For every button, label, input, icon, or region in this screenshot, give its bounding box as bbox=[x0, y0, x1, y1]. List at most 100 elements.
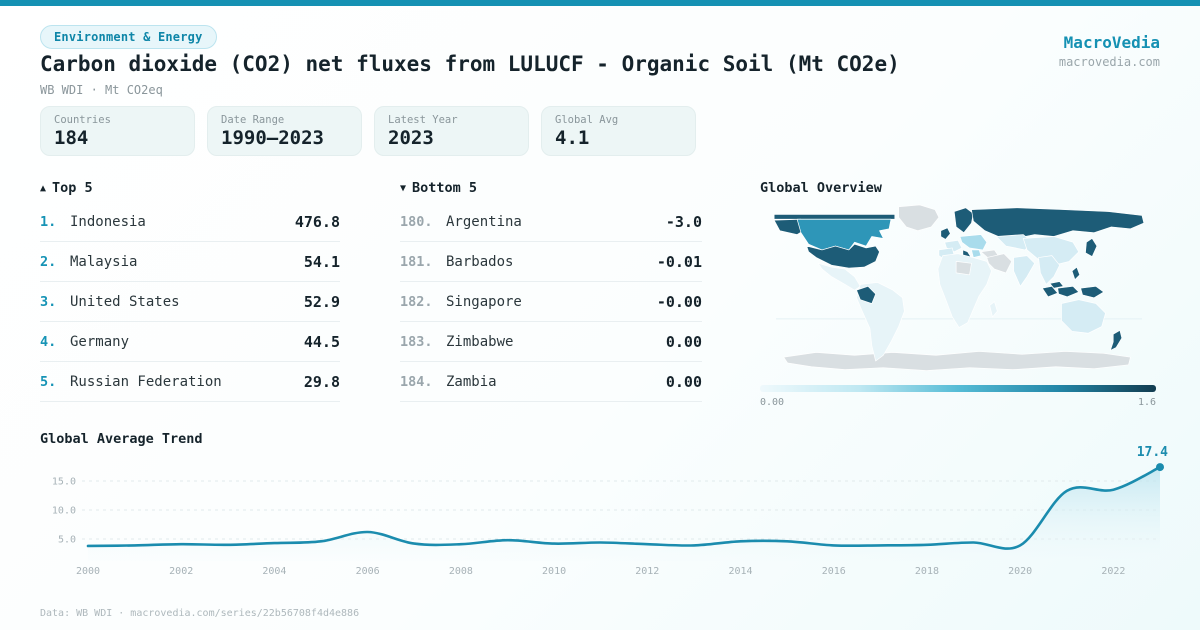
stat-card-global-avg: Global Avg 4.1 bbox=[541, 106, 696, 156]
rank-number: 182. bbox=[400, 293, 433, 310]
map-region-eastern-europe bbox=[959, 234, 988, 251]
stat-value: 1990—2023 bbox=[221, 127, 324, 149]
country-value: -3.0 bbox=[665, 212, 702, 231]
country-name: Indonesia bbox=[70, 213, 146, 230]
list-item: 180. Argentina -3.0 bbox=[400, 202, 702, 242]
triangle-down-icon: ▼ bbox=[400, 183, 407, 194]
country-name: Germany bbox=[70, 333, 130, 350]
svg-text:2002: 2002 bbox=[169, 566, 193, 577]
map-region-antarctica bbox=[783, 351, 1131, 371]
trend-line-chart: 5.0 10.0 15.0 2000 2002 2004 2006 2008 2010 2012 2… bbox=[52, 446, 1168, 577]
map-region-middle-east bbox=[986, 253, 1013, 274]
rank-number: 1. bbox=[40, 213, 57, 230]
list-item: 4. Germany 44.5 bbox=[40, 322, 340, 362]
country-value: 52.9 bbox=[303, 292, 340, 311]
map-region-japan bbox=[1085, 238, 1098, 257]
svg-text:2020: 2020 bbox=[1008, 566, 1032, 577]
country-name: Singapore bbox=[446, 293, 522, 310]
country-name: Zimbabwe bbox=[446, 333, 514, 350]
map-region-mexico bbox=[817, 262, 861, 291]
map-region-indonesia-east bbox=[1057, 285, 1080, 298]
svg-text:15.0: 15.0 bbox=[52, 477, 76, 488]
bottom5-header: ▼ Bottom 5 bbox=[400, 180, 478, 196]
svg-text:2008: 2008 bbox=[449, 566, 473, 577]
svg-text:2010: 2010 bbox=[542, 566, 566, 577]
map-title: Global Overview bbox=[760, 180, 882, 196]
stat-value: 184 bbox=[54, 127, 89, 149]
country-value: 29.8 bbox=[303, 372, 340, 391]
footer-attribution: Data: WB WDI · macrovedia.com/series/22b… bbox=[40, 608, 360, 619]
map-region-se-asia bbox=[1038, 255, 1060, 285]
stat-label: Latest Year bbox=[388, 114, 458, 126]
rank-number: 2. bbox=[40, 253, 57, 270]
rank-number: 4. bbox=[40, 333, 57, 350]
map-region-new-zealand bbox=[1110, 330, 1123, 351]
stat-label: Date Range bbox=[221, 114, 285, 126]
svg-text:5.0: 5.0 bbox=[58, 535, 76, 546]
map-region-indonesia-west bbox=[1042, 285, 1058, 298]
country-name: Barbados bbox=[446, 253, 514, 270]
svg-text:2006: 2006 bbox=[356, 566, 380, 577]
country-value: 0.00 bbox=[665, 332, 702, 351]
trend-chart-title: Global Average Trend bbox=[40, 431, 203, 447]
choropleth-legend-gradient bbox=[760, 385, 1156, 392]
map-region-philippines bbox=[1071, 266, 1081, 280]
accent-top-bar bbox=[0, 0, 1200, 6]
country-name: Zambia bbox=[446, 373, 497, 390]
map-region-india bbox=[1013, 255, 1036, 287]
list-item: 184. Zambia 0.00 bbox=[400, 362, 702, 402]
svg-text:10.0: 10.0 bbox=[52, 506, 76, 517]
category-badge: Environment & Energy bbox=[40, 25, 217, 49]
map-region-balkans bbox=[971, 249, 982, 258]
stat-label: Global Avg bbox=[555, 114, 619, 126]
map-region-uk bbox=[940, 227, 951, 240]
top5-header: ▲ Top 5 bbox=[40, 180, 93, 196]
svg-text:17.4: 17.4 bbox=[1137, 446, 1168, 460]
stat-card-date-range: Date Range 1990—2023 bbox=[207, 106, 362, 156]
svg-text:2018: 2018 bbox=[915, 566, 939, 577]
country-name: Russian Federation bbox=[70, 373, 222, 390]
map-region-greenland bbox=[898, 204, 940, 232]
country-value: 476.8 bbox=[294, 212, 340, 231]
rank-number: 5. bbox=[40, 373, 57, 390]
country-name: Malaysia bbox=[70, 253, 138, 270]
stat-value: 2023 bbox=[388, 127, 434, 149]
country-value: 0.00 bbox=[665, 372, 702, 391]
legend-max: 1.6 bbox=[1137, 397, 1156, 408]
svg-text:2014: 2014 bbox=[728, 566, 752, 577]
svg-text:2000: 2000 bbox=[76, 566, 100, 577]
country-value: 44.5 bbox=[303, 332, 340, 351]
map-region-usa bbox=[806, 243, 880, 269]
svg-text:2012: 2012 bbox=[635, 566, 659, 577]
stat-label: Countries bbox=[54, 114, 111, 126]
list-item: 2. Malaysia 54.1 bbox=[40, 242, 340, 282]
bottom5-panel: ▼ Bottom 5 180. Argentina -3.0 181. Barba… bbox=[400, 180, 702, 402]
list-item: 182. Singapore -0.00 bbox=[400, 282, 702, 322]
map-region-colombia bbox=[856, 285, 876, 304]
legend-labels: 0.00 1.6 bbox=[760, 397, 1156, 408]
brand-block: MacroVedia macrovedia.com bbox=[1059, 33, 1160, 69]
brand-domain: macrovedia.com bbox=[1058, 55, 1160, 69]
country-value: -0.00 bbox=[656, 292, 702, 311]
rank-number: 180. bbox=[400, 213, 433, 230]
stats-row: Countries 184 Date Range 1990—2023 Lates… bbox=[40, 106, 696, 156]
list-item: 1. Indonesia 476.8 bbox=[40, 202, 340, 242]
top5-panel: ▲ Top 5 1. Indonesia 476.8 2. Malaysia 54… bbox=[40, 180, 340, 402]
map-region-russia bbox=[971, 207, 1145, 239]
stat-card-countries: Countries 184 bbox=[40, 106, 195, 156]
rank-number: 181. bbox=[400, 253, 433, 270]
map-region-africa bbox=[937, 253, 992, 328]
map-region-libya bbox=[955, 261, 972, 276]
map-region-china bbox=[1022, 236, 1080, 266]
list-item: 3. United States 52.9 bbox=[40, 282, 340, 322]
triangle-up-icon: ▲ bbox=[40, 183, 47, 194]
rank-number: 184. bbox=[400, 373, 433, 390]
country-name: Argentina bbox=[446, 213, 522, 230]
legend-min: 0.00 bbox=[760, 397, 785, 408]
country-value: -0.01 bbox=[656, 252, 702, 271]
page-title: Carbon dioxide (CO2) net fluxes from LUL… bbox=[40, 52, 900, 76]
rank-number: 183. bbox=[400, 333, 433, 350]
map-region-scandinavia bbox=[953, 207, 974, 233]
list-item: 5. Russian Federation 29.8 bbox=[40, 362, 340, 402]
country-value: 54.1 bbox=[303, 252, 340, 271]
